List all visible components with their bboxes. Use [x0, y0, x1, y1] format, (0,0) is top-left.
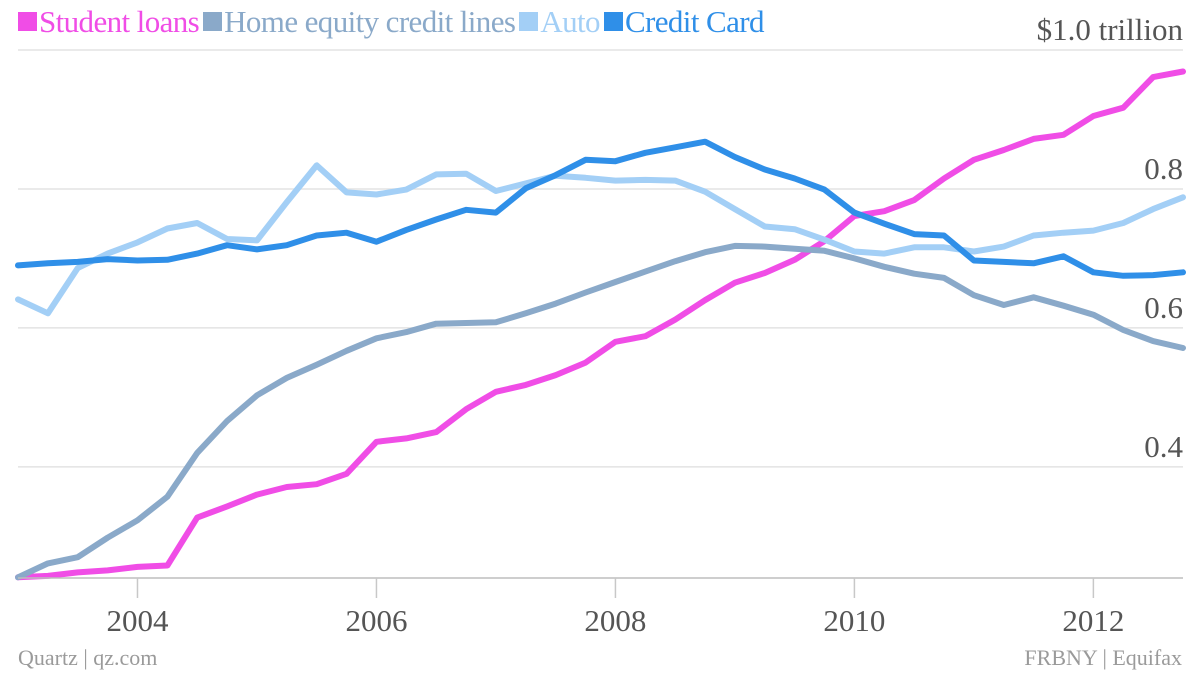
legend: Student loans Home equity credit lines Aut…: [18, 4, 768, 40]
legend-item: Student loans: [18, 4, 200, 40]
legend-label: Credit Card: [624, 4, 765, 39]
series-line-auto: [15, 162, 1186, 317]
x-tick-label: 2006: [345, 603, 407, 638]
legend-label: Auto: [540, 4, 600, 39]
x-tick-label: 2004: [106, 603, 169, 638]
source-credit-right: FRBNY | Equifax: [1024, 645, 1182, 670]
legend-label: Student loans: [39, 4, 200, 39]
gridlines: [18, 49, 1183, 468]
legend-item: Credit Card: [603, 4, 765, 40]
legend-item: Home equity credit lines: [203, 4, 516, 40]
legend-swatch: [603, 12, 623, 31]
legend-label: Home equity credit lines: [224, 4, 516, 39]
series-line-student-loans: [15, 68, 1186, 581]
y-tick-label: 0.8: [1144, 151, 1183, 186]
legend-swatch: [519, 12, 539, 31]
series-line-home-equity-credit-lines: [15, 242, 1186, 581]
legend-swatch: [18, 12, 37, 31]
y-tick-label: $1.0 trillion: [1037, 12, 1184, 47]
y-tick-label: 0.6: [1144, 290, 1183, 325]
series-lines: [15, 68, 1186, 581]
y-axis-tick-labels: 0.4 0.6 0.8 $1.0 trillion: [1037, 12, 1184, 464]
x-tick-label: 2010: [823, 603, 885, 638]
legend-item: Auto: [519, 4, 601, 40]
x-axis: 2004 2006 2008 2010 2012: [18, 577, 1183, 638]
legend-swatch: [203, 12, 223, 31]
x-tick-label: 2008: [584, 603, 646, 638]
series-line-credit-card: [15, 138, 1186, 279]
source-credit-left: Quartz | qz.com: [18, 645, 158, 670]
y-tick-label: 0.4: [1144, 429, 1183, 464]
x-tick-label: 2012: [1062, 603, 1124, 638]
